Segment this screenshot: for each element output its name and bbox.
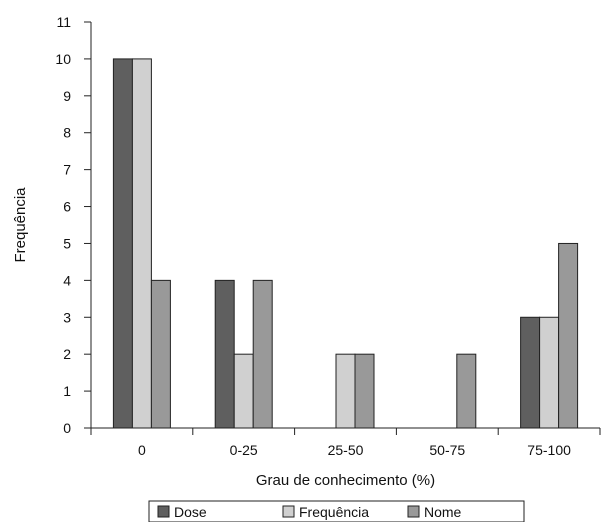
bar-nome-25-50 — [354, 353, 375, 429]
legend-swatch — [282, 505, 295, 518]
y-tick-label: 5 — [63, 235, 71, 251]
y-tick-label: 3 — [63, 309, 71, 325]
bar-frequ-ncia-75-100 — [539, 316, 560, 429]
bar-nome-50-75 — [456, 353, 477, 429]
bar-frequ-ncia-0-25 — [233, 353, 254, 429]
bar-frequ-ncia-25-50 — [335, 353, 356, 429]
legend-swatch — [407, 505, 420, 518]
y-axis-title: Frequência — [12, 187, 29, 263]
x-axis: 0 0-25 25-50 50-75 75-100 — [90, 427, 601, 458]
bar-frequ-ncia-0 — [131, 58, 152, 429]
legend-label: Dose — [174, 504, 207, 520]
y-tick-label: 2 — [63, 346, 71, 362]
legend-label: Frequência — [299, 504, 369, 520]
y-tick-label: 7 — [63, 162, 71, 178]
y-tick-label: 6 — [63, 199, 71, 215]
bar-nome-0 — [150, 279, 171, 429]
bar-dose-0-25 — [214, 279, 235, 429]
x-tick-label: 75-100 — [527, 442, 571, 458]
x-tick-label: 50-75 — [429, 442, 465, 458]
bar-nome-75-100 — [558, 242, 579, 429]
y-axis: 0 1 2 3 4 5 6 7 8 9 10 11 — [55, 14, 92, 436]
x-tick-label: 0-25 — [230, 442, 258, 458]
legend-swatch — [157, 505, 170, 518]
y-tick-label: 4 — [63, 272, 71, 288]
x-tick-label: 0 — [138, 442, 146, 458]
bar-dose-0 — [112, 58, 133, 429]
bars — [112, 58, 579, 429]
x-axis-title: Grau de conhecimento (%) — [256, 472, 435, 489]
x-tick-label: 25-50 — [328, 442, 364, 458]
bar-nome-0-25 — [252, 279, 273, 429]
y-tick-label: 9 — [63, 88, 71, 104]
y-tick-label: 11 — [56, 14, 71, 30]
y-tick-label: 0 — [63, 420, 71, 436]
y-tick-label: 8 — [63, 125, 71, 141]
y-tick-label: 1 — [63, 383, 71, 399]
y-tick-label: 10 — [55, 51, 71, 67]
legend: Dose Frequência Nome — [148, 500, 525, 522]
legend-label: Nome — [424, 504, 462, 520]
legend-box — [148, 500, 525, 522]
bar-dose-75-100 — [520, 316, 541, 429]
